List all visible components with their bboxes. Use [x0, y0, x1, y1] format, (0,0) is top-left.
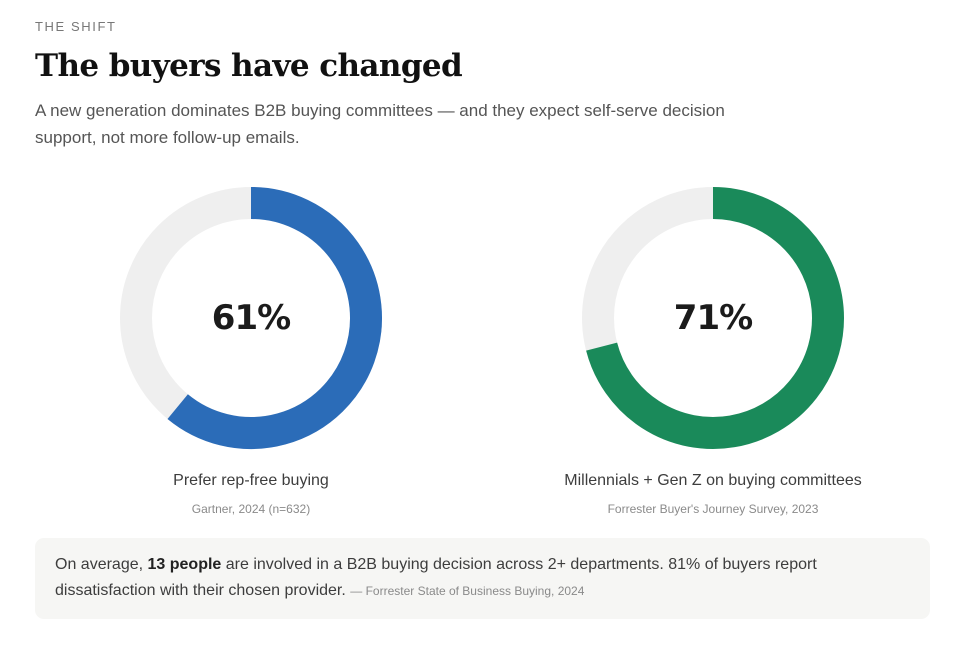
- chart-source: Forrester Buyer's Journey Survey, 2023: [607, 502, 819, 516]
- chart-source: Gartner, 2024 (n=632): [191, 502, 311, 516]
- page-title: The buyers have changed: [35, 48, 463, 84]
- callout-source: — Forrester State of Business Buying, 20…: [350, 584, 585, 598]
- eyebrow-label: THE SHIFT: [35, 19, 117, 34]
- callout-text-start: On average,: [55, 556, 148, 573]
- stat-callout: On average, 13 people are involved in a …: [35, 538, 930, 619]
- chart-label: Millennials + Gen Z on buying committees: [564, 472, 862, 489]
- donut-svg: 71%: [582, 187, 844, 449]
- donut-value-label: 61%: [212, 298, 290, 338]
- page-subtitle: A new generation dominates B2B buying co…: [35, 101, 725, 147]
- donut-segment: [586, 187, 844, 449]
- callout-text-end: are involved in a B2B buying decision ac…: [55, 556, 817, 599]
- donut-segment: [167, 187, 382, 449]
- chart-label: Prefer rep-free buying: [173, 472, 329, 489]
- donut-value-label: 71%: [674, 298, 752, 338]
- donut-chart-gen-z: 71% Millennials + Gen Z on buying commit…: [523, 180, 903, 516]
- donut-chart-rep-free: 61% Prefer rep-free buying Gartner, 2024…: [61, 180, 441, 516]
- donut-svg: 61%: [120, 187, 382, 449]
- callout-highlight: 13 people: [147, 556, 222, 573]
